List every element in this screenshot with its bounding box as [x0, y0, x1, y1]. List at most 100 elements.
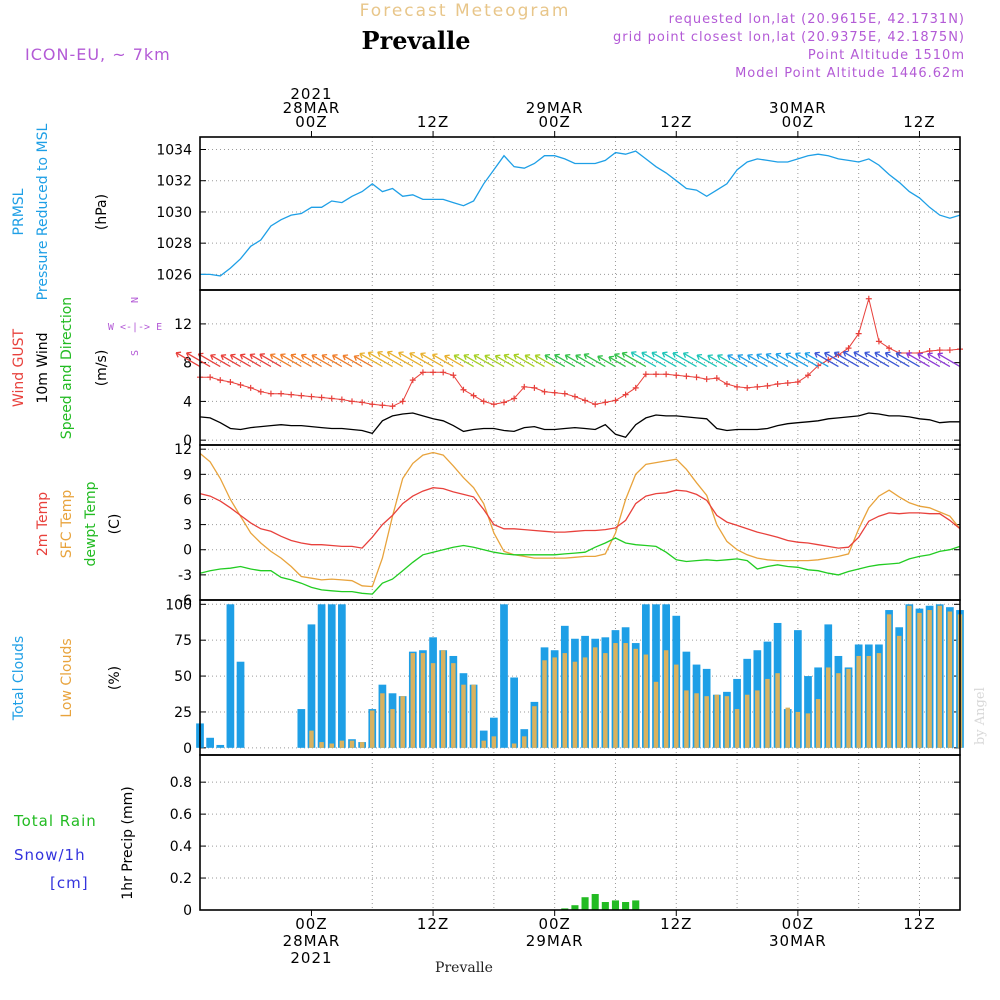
- y-tick-label: 50: [174, 669, 192, 685]
- y-tick-label: 6: [183, 492, 192, 508]
- low-cloud-bar: [329, 743, 334, 748]
- wind-arrow: [707, 354, 728, 368]
- gust-marker: [257, 388, 264, 395]
- low-cloud-bar: [380, 693, 385, 748]
- gust-marker: [490, 401, 497, 408]
- model-label: ICON-EU, ~ 7km: [25, 45, 171, 64]
- wind-arrow-head: [494, 354, 501, 361]
- wind-arrow: [583, 353, 606, 368]
- total-cloud-bar: [479, 730, 488, 748]
- wind-arrow-head: [367, 351, 374, 358]
- precip-axis-label: 1hr Precip (mm): [120, 786, 136, 899]
- wind-arrow-head: [524, 354, 531, 361]
- total-cloud-bar: [327, 604, 336, 748]
- plot-area: 1026102810301032103404812-6-303691202550…: [156, 136, 964, 919]
- low-cloud-bar: [927, 610, 932, 748]
- low-cloud-bar: [684, 690, 689, 748]
- gust-marker: [318, 394, 325, 401]
- pressure-reduced-label: Pressure Reduced to MSL: [35, 123, 51, 300]
- wind-arrow-head: [398, 351, 404, 358]
- gust-marker: [946, 347, 953, 354]
- hpa-unit-label: (hPa): [94, 194, 110, 230]
- sfc-temp-line: [199, 451, 961, 588]
- low-cloud-bar: [714, 694, 720, 748]
- y-tick-label: 75: [174, 633, 192, 649]
- wind-arrow: [756, 353, 778, 368]
- gust-marker: [936, 347, 943, 354]
- wind-arrow: [230, 354, 251, 368]
- wind-arrow-head: [630, 351, 637, 358]
- wind-arrow-head: [884, 351, 891, 358]
- wind-arrow: [186, 352, 211, 368]
- y-tick-label: 0: [183, 543, 192, 559]
- wind-arrow-head: [353, 354, 360, 361]
- bottom-time-label: 30MAR: [769, 932, 827, 950]
- low-cloud-bar: [826, 667, 831, 748]
- wind-arrow: [473, 354, 495, 368]
- compass-north: N: [130, 297, 141, 303]
- wind-arrow-head: [311, 353, 318, 360]
- total-cloud-bar: [804, 676, 812, 748]
- wind-arrow-head: [332, 354, 338, 361]
- wind-arrow: [864, 351, 890, 368]
- wind-arrow: [420, 352, 444, 368]
- total-cloud-bar: [500, 604, 508, 748]
- low-cloud-bar: [734, 709, 740, 748]
- wind-arrow-head: [682, 351, 689, 358]
- low-cloud-bar: [653, 681, 659, 748]
- wind-arrow: [641, 351, 667, 368]
- low-cloud-bar: [917, 612, 922, 748]
- bottom-time-label: 00Z: [538, 915, 570, 933]
- low-cloud-bar: [370, 710, 375, 748]
- wind-arrow: [853, 351, 880, 368]
- rain-bar: [581, 897, 589, 910]
- low-cloud-bar: [461, 684, 466, 748]
- low-cloud-bar: [309, 730, 314, 748]
- wind-arrow-head: [175, 351, 182, 358]
- bottom-time-label: 00Z: [782, 915, 814, 933]
- wind-arrow: [484, 354, 505, 368]
- wind-arrow: [175, 352, 201, 368]
- low-cloud-bar: [947, 611, 953, 748]
- wind-speed-line: [199, 412, 960, 439]
- wind-arrow-head: [300, 353, 307, 360]
- wind-arrow: [444, 355, 464, 368]
- gust-marker: [288, 391, 295, 398]
- gust-marker: [389, 403, 396, 410]
- wind-arrow: [814, 352, 839, 368]
- rain-bar: [601, 902, 609, 910]
- total-cloud-bar: [307, 624, 316, 748]
- gust-marker: [237, 381, 244, 388]
- banner-title: Forecast Meteogram: [360, 1, 571, 21]
- low-cloud-bar: [674, 664, 679, 748]
- gust-marker: [338, 396, 345, 403]
- low-cloud-bar: [876, 653, 882, 748]
- wind-arrow: [290, 354, 312, 368]
- point-altitude: Point Altitude 1510m: [808, 48, 965, 63]
- gust-marker: [440, 369, 447, 376]
- low-cloud-bar: [815, 699, 821, 748]
- bottom-time-label: 12Z: [903, 915, 935, 933]
- wind-arrow-head: [377, 350, 383, 357]
- wind-arrow-head: [641, 351, 647, 358]
- wind-arrow: [717, 354, 738, 368]
- low-cloud-bar: [795, 711, 801, 748]
- wind-arrow: [834, 351, 859, 368]
- gust-marker: [511, 395, 518, 402]
- gust-marker: [450, 372, 457, 379]
- wind-arrow: [432, 353, 454, 368]
- gust-marker: [723, 380, 730, 387]
- total-cloud-bar: [510, 677, 518, 748]
- gust-marker: [734, 383, 741, 390]
- wind-arrow-head: [621, 351, 628, 358]
- low-clouds-label: Low Clouds: [59, 638, 75, 717]
- low-cloud-bar: [805, 713, 811, 748]
- y-tick-label: 0: [183, 903, 192, 919]
- gust-marker: [379, 402, 386, 409]
- gust-marker: [764, 382, 771, 389]
- y-tick-label: 0: [183, 433, 192, 449]
- gust-marker: [217, 377, 224, 384]
- snow-label: Snow/1h: [14, 846, 86, 864]
- wind-arrow: [906, 352, 930, 368]
